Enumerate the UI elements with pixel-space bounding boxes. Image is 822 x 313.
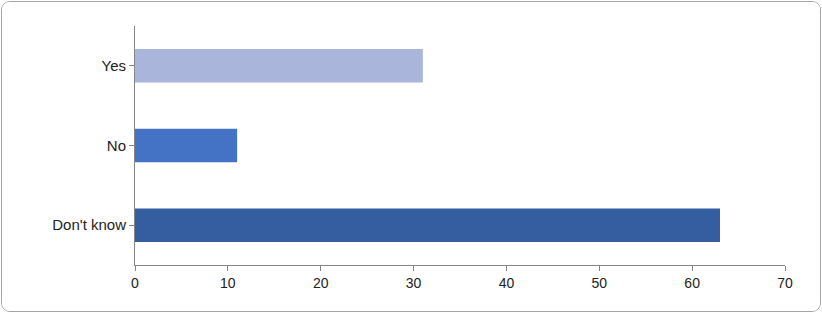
svg-text:30: 30 bbox=[406, 275, 422, 291]
svg-text:60: 60 bbox=[684, 275, 700, 291]
svg-text:70: 70 bbox=[777, 275, 793, 291]
svg-text:50: 50 bbox=[592, 275, 608, 291]
svg-text:40: 40 bbox=[499, 275, 515, 291]
svg-text:No: No bbox=[107, 137, 126, 154]
svg-text:Yes: Yes bbox=[102, 57, 126, 74]
svg-text:0: 0 bbox=[131, 275, 139, 291]
svg-text:20: 20 bbox=[313, 275, 329, 291]
svg-text:Don't know: Don't know bbox=[52, 216, 126, 233]
svg-text:10: 10 bbox=[220, 275, 236, 291]
